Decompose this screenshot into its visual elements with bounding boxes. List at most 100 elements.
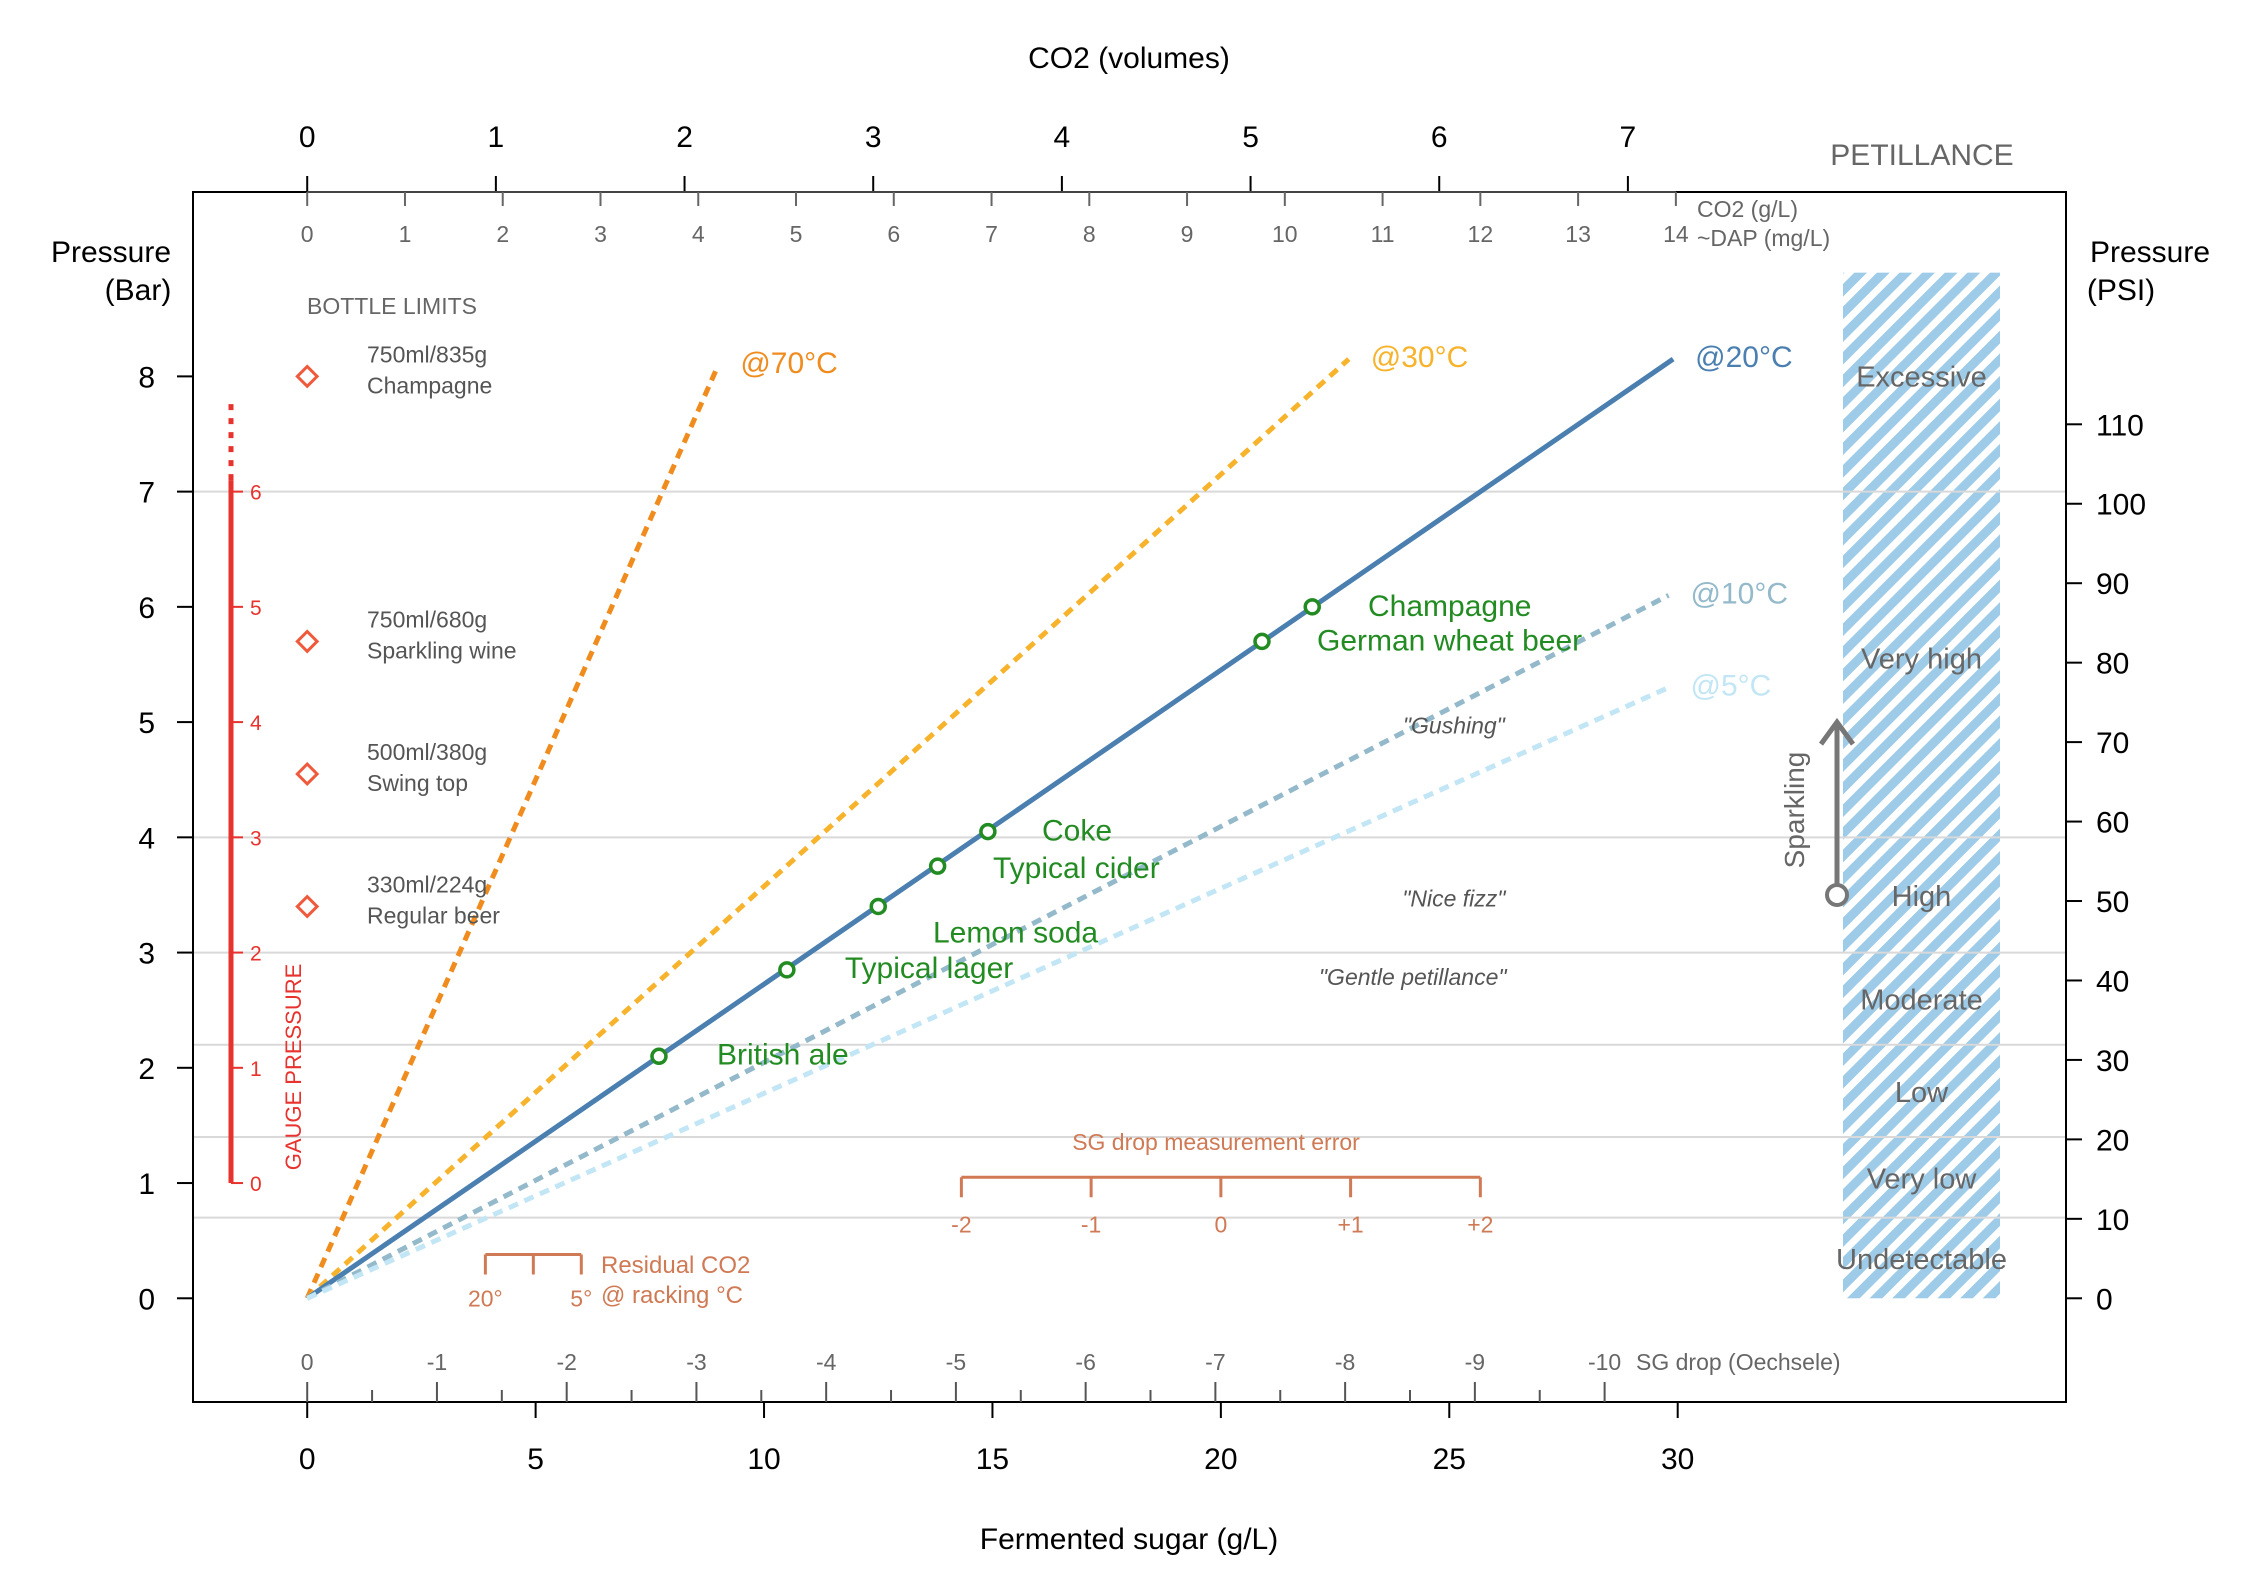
top-tick-label: 0 (299, 121, 316, 154)
sg-error-label: SG drop measurement error (1072, 1129, 1360, 1155)
series-label: @70°C (740, 347, 838, 380)
gauge-tick-label: 0 (250, 1173, 262, 1196)
sg-error-tick-label: 0 (1214, 1211, 1227, 1237)
petillance-band (1843, 1044, 2000, 1137)
beverage-point (1253, 632, 1271, 651)
bottle-limit-marker (295, 629, 320, 654)
sg-drop-tick-label: -6 (1075, 1349, 1095, 1375)
bottom-tick-label: 15 (976, 1443, 1009, 1476)
gauge-tick-label: 3 (250, 827, 262, 850)
beverage-point (869, 897, 887, 916)
top-tick-label: 3 (865, 121, 882, 154)
bottle-limit-marker (295, 364, 320, 389)
petillance-band (1843, 837, 2000, 953)
beverage-label: German wheat beer (1317, 624, 1582, 657)
sg-drop-tick-label: 0 (301, 1349, 314, 1375)
petillance-band (1843, 1136, 2000, 1218)
top-tick-label: 2 (676, 121, 693, 154)
bottom-tick-label: 20 (1204, 1443, 1237, 1476)
petillance-band-label: High (1892, 881, 1952, 913)
top-tick-label: 4 (1054, 121, 1071, 154)
residual-co2-label-1: Residual CO2 (601, 1252, 750, 1279)
top-axis-title: CO2 (volumes) (1028, 42, 1230, 75)
sparkling-arrow-origin (1825, 882, 1849, 907)
sparkling-label: Sparkling (1779, 752, 1810, 869)
fizz-annotation: "Nice fizz" (1402, 885, 1507, 911)
co2-gl-tick-label: 1 (399, 221, 412, 247)
gridlines (193, 490, 2066, 1219)
co2-gl-tick-label: 8 (1083, 221, 1096, 247)
co2-gl-tick-label: 14 (1663, 221, 1689, 247)
dap-label: ~DAP (mg/L) (1697, 225, 1830, 251)
bottom-tick-label: 0 (299, 1443, 316, 1476)
right-tick-label: 110 (2096, 409, 2144, 442)
petillance-band (1843, 952, 2000, 1045)
bottle-limit-line1: 750ml/680g (367, 606, 487, 632)
residual-tick-label: 5° (570, 1285, 592, 1311)
fizz-annotation: "Gushing" (1403, 713, 1507, 739)
co2-gl-tick-label: 2 (496, 221, 509, 247)
sparkling-arrow-head (1818, 717, 1856, 746)
gauge-tick-label: 6 (250, 482, 262, 505)
beverage-label: Champagne (1368, 590, 1531, 623)
beverage-point (928, 857, 947, 875)
beverage-label: British ale (717, 1038, 849, 1071)
beverage-point (1303, 598, 1321, 616)
bottom-tick-label: 30 (1661, 1443, 1694, 1476)
co2-gl-tick-label: 5 (790, 221, 803, 247)
left-axis-title-2: (Bar) (105, 274, 172, 307)
bottle-limit-marker (295, 894, 320, 919)
sg-error-tick-label: +1 (1337, 1211, 1363, 1237)
petillance-band-label: Very low (1867, 1163, 1978, 1195)
sg-drop-tick-label: -7 (1205, 1349, 1225, 1375)
beverage-point (979, 822, 997, 841)
sg-drop-tick-label: -9 (1465, 1349, 1485, 1375)
bottle-limit-line1: 750ml/835g (367, 341, 487, 367)
series-label: @5°C (1691, 670, 1772, 703)
left-tick-label: 3 (138, 938, 155, 971)
right-tick-label: 70 (2096, 727, 2129, 760)
sg-drop-tick-label: -2 (556, 1349, 576, 1375)
right-tick-label: 0 (2096, 1283, 2113, 1316)
top-tick-label: 7 (1620, 121, 1637, 154)
beverage-label: Typical lager (845, 952, 1013, 985)
right-tick-label: 10 (2096, 1204, 2129, 1237)
left-tick-label: 6 (138, 592, 155, 625)
right-tick-label: 90 (2096, 568, 2129, 601)
gauge-tick-label: 1 (250, 1058, 262, 1081)
co2-gl-tick-label: 0 (301, 221, 314, 247)
beverage-point (650, 1047, 668, 1066)
top-tick-label: 1 (488, 121, 505, 154)
beverage-label: Lemon soda (933, 916, 1098, 949)
gauge-pressure-label: GAUGE PRESSURE (281, 964, 306, 1171)
marks: 750ml/835g Champagne 750ml/680g Sparkling w… (295, 341, 1856, 1311)
bottle-limit-line2: Regular beer (367, 902, 500, 928)
petillance-band (1843, 491, 2000, 838)
bottle-limit-marker (295, 761, 320, 786)
left-tick-label: 1 (138, 1168, 155, 1201)
right-axis-title-1: Pressure (2090, 236, 2210, 269)
sg-error-tick-label: -2 (951, 1211, 971, 1237)
right-tick-label: 20 (2096, 1124, 2129, 1157)
bottom-tick-label: 25 (1433, 1443, 1466, 1476)
gauge-tick-label: 4 (250, 712, 262, 735)
right-tick-label: 100 (2096, 489, 2146, 522)
sg-drop-tick-label: -3 (686, 1349, 706, 1375)
beverage-label: Typical cider (993, 852, 1160, 885)
bottom-axis-title: Fermented sugar (g/L) (980, 1523, 1278, 1556)
series-line (305, 357, 1351, 1301)
left-axis-title-1: Pressure (51, 236, 171, 269)
right-tick-label: 60 (2096, 807, 2129, 840)
bottom-tick-label: 10 (747, 1443, 780, 1476)
top-tick-label: 6 (1431, 121, 1448, 154)
co2-gl-tick-label: 6 (887, 221, 900, 247)
sg-drop-label: SG drop (Oechsele) (1636, 1349, 1841, 1375)
series-label: @20°C (1695, 341, 1793, 374)
residual-tick-label: 20° (468, 1285, 503, 1311)
series-label: @30°C (1371, 341, 1469, 374)
bottle-limit-line1: 500ml/380g (367, 739, 487, 765)
petillance-band-label: Excessive (1856, 361, 1987, 393)
bottle-limits-title: BOTTLE LIMITS (307, 293, 477, 319)
top-tick-label: 5 (1242, 121, 1259, 154)
